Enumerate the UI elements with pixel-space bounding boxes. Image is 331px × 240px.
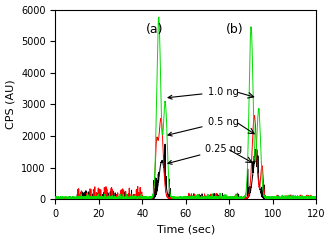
Text: 0.25 ng: 0.25 ng bbox=[168, 144, 243, 164]
Text: 1.0 ng: 1.0 ng bbox=[168, 87, 238, 99]
Text: (a): (a) bbox=[145, 23, 163, 36]
Text: 0.5 ng: 0.5 ng bbox=[168, 117, 238, 136]
Y-axis label: CPS (AU): CPS (AU) bbox=[6, 79, 16, 129]
X-axis label: Time (sec): Time (sec) bbox=[157, 224, 215, 234]
Text: (b): (b) bbox=[226, 23, 244, 36]
